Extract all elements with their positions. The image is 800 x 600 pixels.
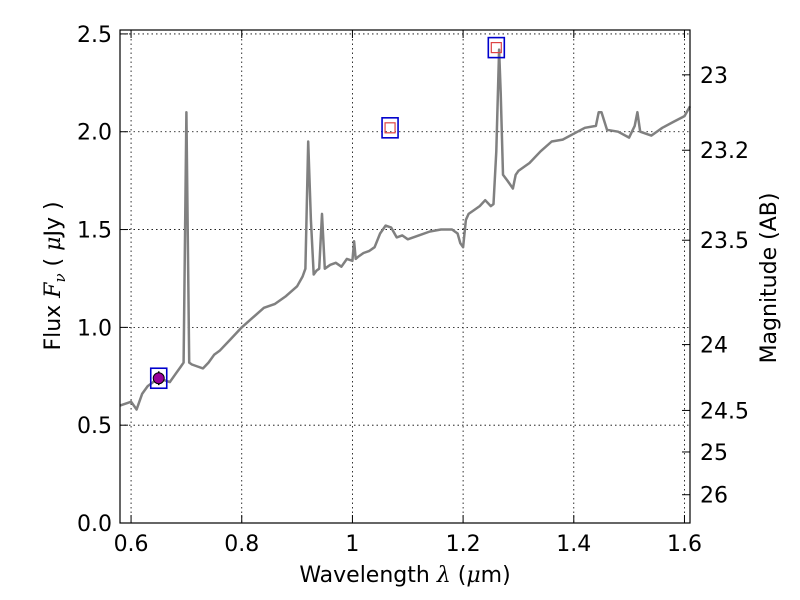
x-tick-label: 1.4 [556, 532, 591, 557]
x-tick-label: 0.6 [114, 532, 149, 557]
right-tick-label: 24.5 [700, 399, 749, 424]
photometry-marker [384, 122, 396, 134]
y-axis-left: 0.0 0.5 1.0 1.5 2.0 2.5 [77, 23, 128, 537]
x-axis-label: Wavelength λ (μm) [299, 563, 510, 588]
y-axis-label: Flux Fν ( μJy ) [41, 201, 69, 350]
y-tick-label: 1.5 [77, 219, 112, 244]
right-tick-label: 23 [700, 64, 728, 89]
y-tick-label: 0.5 [77, 414, 112, 439]
plot-area [119, 29, 692, 524]
x-tick-label: 1 [345, 532, 359, 557]
y-axis-right-label: Magnitude (AB) [757, 193, 782, 364]
right-tick-label: 23.5 [700, 229, 749, 254]
photometry-box [381, 117, 399, 139]
right-tick-label: 23.2 [700, 139, 749, 164]
y-axis-right: 23 23.2 23.5 24 24.5 25 26 [682, 64, 749, 509]
plot-frame [119, 29, 691, 524]
photometry-marker [152, 372, 165, 385]
x-tick-label: 0.8 [224, 532, 259, 557]
right-tick-label: 26 [700, 484, 728, 509]
y-tick-label: 2.5 [77, 23, 112, 48]
right-tick-label: 25 [700, 441, 728, 466]
x-axis: 0.6 0.8 1 1.2 1.4 1.6 [114, 30, 702, 557]
y-tick-label: 0.0 [77, 512, 112, 537]
photometry-points [149, 36, 506, 390]
x-tick-label: 1.6 [667, 532, 702, 557]
y-tick-label: 2.0 [77, 121, 112, 146]
spectrum-line [119, 48, 692, 411]
photometry-marker [490, 42, 502, 54]
photometry-box [487, 36, 506, 59]
spectrum-series [119, 48, 692, 411]
x-tick-label: 1.2 [446, 532, 481, 557]
grid-lines [120, 30, 690, 524]
photometry-box [149, 367, 168, 390]
y-tick-label: 1.0 [77, 316, 112, 341]
right-tick-label: 24 [700, 334, 728, 359]
